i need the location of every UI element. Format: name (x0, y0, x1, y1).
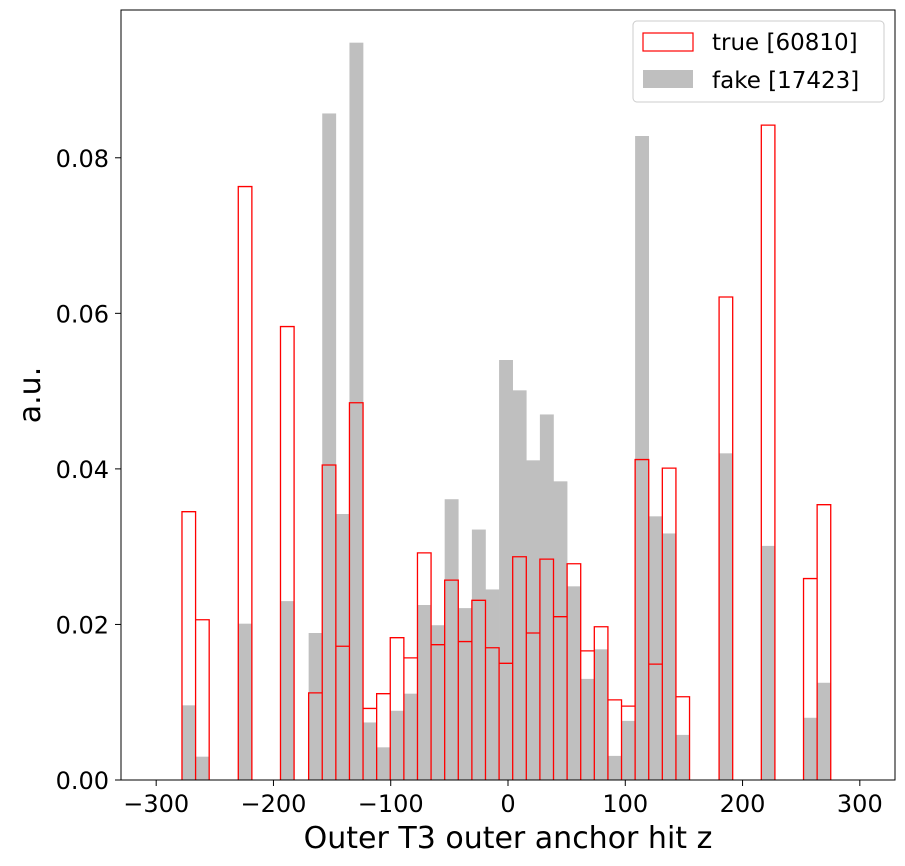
fake-series-bars (181, 42, 832, 780)
fake-bar (195, 756, 210, 780)
x-axis-label: Outer T3 outer anchor hit z (304, 821, 713, 856)
fake-bar (308, 633, 323, 780)
y-tick-label: 0.00 (56, 767, 109, 795)
fake-bar (390, 710, 405, 780)
true-step-outline (802, 504, 832, 780)
fake-bar (817, 682, 832, 780)
fake-bar (803, 717, 818, 780)
x-tick-label: 200 (720, 790, 766, 818)
true-step-outline (181, 511, 210, 780)
y-tick-label: 0.06 (56, 300, 109, 328)
true-step-outline (307, 402, 691, 780)
fake-bar (567, 586, 582, 780)
fake-bar (662, 533, 677, 780)
legend-box (632, 20, 885, 103)
fake-bar (322, 113, 337, 780)
fake-bar (580, 678, 595, 780)
y-tick-label: 0.02 (56, 611, 109, 639)
legend-true-label: true [60810] (712, 30, 858, 56)
x-axis-ticks: −300 −200 −100 0 100 200 300 (123, 780, 883, 818)
fake-bar (485, 589, 500, 780)
x-tick-label: −100 (358, 790, 424, 818)
fake-bar (403, 693, 418, 780)
fake-bar (238, 623, 253, 780)
x-tick-label: −200 (240, 790, 306, 818)
legend-fake-swatch (643, 70, 693, 88)
legend: true [60810] fake [17423] (632, 20, 885, 103)
fake-bar (181, 705, 196, 780)
fake-bar (553, 481, 568, 780)
fake-bar (648, 516, 663, 780)
fake-bar (539, 414, 554, 780)
fake-bar (499, 360, 513, 780)
fake-bar (376, 747, 391, 780)
legend-true-swatch (642, 32, 694, 52)
fake-bar (417, 605, 432, 780)
y-axis-ticks: 0.00 0.02 0.04 0.06 0.08 (56, 145, 121, 795)
true-step-outline (279, 325, 295, 780)
fake-bar (526, 460, 541, 780)
fake-bar (335, 514, 350, 780)
true-step-outline (760, 124, 776, 780)
x-tick-label: 100 (602, 790, 648, 818)
fake-bar (675, 734, 690, 780)
fake-bar (458, 608, 473, 780)
legend-fake-label: fake [17423] (712, 68, 859, 94)
fake-bar (621, 720, 636, 780)
fake-bar (471, 529, 486, 780)
fake-bar (761, 545, 776, 780)
fake-bar (363, 722, 377, 780)
fake-bar (280, 601, 295, 780)
true-step-outline (718, 296, 734, 780)
fake-bar (607, 755, 622, 780)
y-tick-label: 0.08 (56, 145, 109, 173)
y-axis-label: a.u. (13, 367, 48, 423)
fake-bar (635, 136, 650, 780)
fake-bar (719, 453, 733, 780)
true-step-outline (237, 185, 253, 780)
fake-bar (349, 42, 364, 780)
x-tick-label: 0 (500, 790, 515, 818)
x-tick-label: 300 (837, 790, 883, 818)
fake-bar (594, 649, 609, 780)
fake-bar (431, 625, 445, 780)
true-series-steps (181, 124, 832, 780)
fake-bar (512, 390, 527, 780)
x-tick-label: −300 (123, 790, 189, 818)
y-tick-label: 0.04 (56, 456, 109, 484)
fake-bar (444, 499, 459, 780)
